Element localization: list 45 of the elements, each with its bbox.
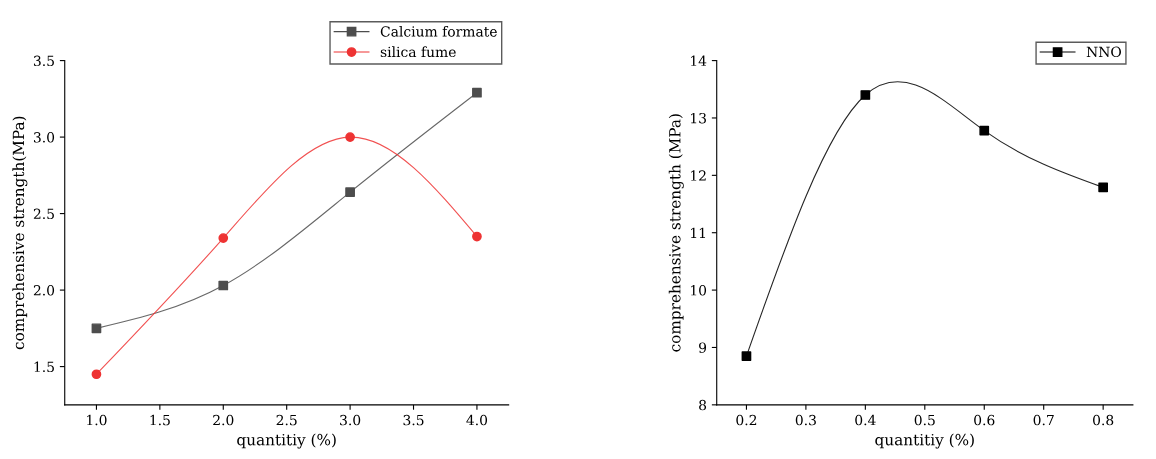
point: [741, 351, 752, 361]
x-tick-label: 4.0: [466, 414, 488, 426]
y-axis-title: comprehensive strength(MPa): [12, 116, 28, 350]
point: [860, 90, 871, 100]
x-tick-label: 0.2: [736, 414, 757, 426]
point: [472, 87, 482, 98]
x-tick-label: 2.0: [213, 414, 234, 426]
y-tick-label: 2.0: [33, 285, 55, 296]
point: [345, 187, 355, 198]
y-tick-label: 2.5: [33, 208, 54, 220]
x-tick-label: 1.0: [87, 414, 107, 426]
x-tick-label: 0.7: [1033, 414, 1054, 426]
y-axis-title: comprehensive strength (MPa): [668, 114, 684, 352]
y-tick-label: 1.5: [34, 361, 54, 373]
x-tick-label: 0.3: [795, 414, 816, 426]
legend-label: NNO: [1086, 46, 1121, 58]
point: [979, 125, 990, 136]
y-tick-label: 3.5: [33, 55, 54, 67]
point: [218, 233, 229, 243]
x-tick-label: 3.0: [340, 414, 361, 426]
y-tick-label: 11: [691, 227, 706, 238]
point: [1098, 182, 1109, 193]
y-tick-label: 13: [691, 112, 706, 124]
point: [91, 369, 102, 380]
y-tick-label: 3.0: [33, 132, 55, 143]
legend-label: Calcium formate: [380, 25, 497, 37]
x-tick-label: 0.8: [1093, 414, 1114, 426]
x-tick-label: 1.5: [150, 414, 170, 426]
y-tick-label: 12: [691, 170, 706, 181]
y-tick-label: 8: [699, 399, 707, 411]
point: [472, 231, 482, 242]
x-axis-title: quantitiy (%): [237, 433, 336, 449]
y-tick-label: 10: [691, 285, 707, 296]
x-axis-title: quantitiy (%): [875, 433, 974, 449]
x-tick-label: 2.5: [276, 414, 297, 426]
point: [345, 132, 355, 142]
y-tick-label: 14: [691, 55, 707, 66]
point: [218, 280, 229, 291]
x-tick-label: 3.5: [403, 414, 424, 426]
point: [91, 323, 102, 334]
y-tick-label: 9: [699, 342, 707, 353]
x-tick-label: 0.4: [855, 414, 876, 426]
x-tick-label: 0.5: [914, 414, 935, 426]
legend-label: silica fume: [380, 46, 456, 58]
x-tick-label: 0.6: [974, 414, 995, 426]
